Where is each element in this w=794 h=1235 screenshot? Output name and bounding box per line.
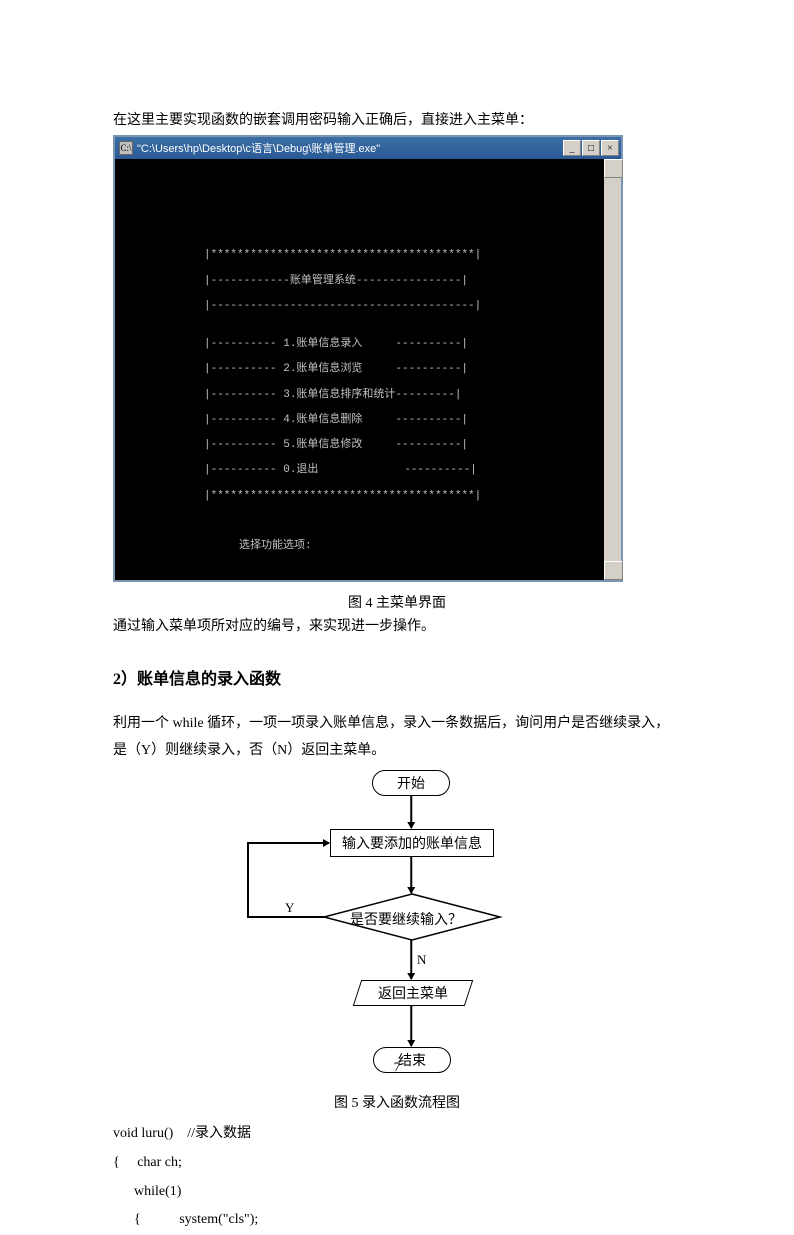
minimize-button[interactable]: _ bbox=[563, 140, 581, 156]
console-line: |***************************************… bbox=[119, 249, 617, 262]
title-bar: C:\ "C:\Users\hp\Desktop\c语言\Debug\账单管理.… bbox=[115, 137, 621, 159]
code-line: { char ch; bbox=[113, 1149, 681, 1178]
console-line: |---------- 4.账单信息删除 ----------| bbox=[119, 414, 617, 427]
page-number: 7 bbox=[394, 1059, 401, 1075]
close-button[interactable]: × bbox=[601, 140, 619, 156]
code-line: void luru() //录入数据 bbox=[113, 1120, 681, 1149]
console-window: C:\ "C:\Users\hp\Desktop\c语言\Debug\账单管理.… bbox=[113, 135, 623, 582]
label-y: Y bbox=[285, 900, 294, 916]
console-line: |---------- 0.退出 ----------| bbox=[119, 464, 617, 477]
code-line: { system("cls"); bbox=[113, 1206, 681, 1235]
console-line bbox=[119, 515, 617, 528]
after-fig4-text: 通过输入菜单项所对应的编号，来实现进一步操作。 bbox=[113, 616, 681, 637]
console-line: |---------- 2.账单信息浏览 ----------| bbox=[119, 363, 617, 376]
console-line: |---------- 5.账单信息修改 ----------| bbox=[119, 439, 617, 452]
scrollbar-vertical[interactable] bbox=[604, 159, 621, 580]
node-end: 结束 bbox=[373, 1047, 451, 1073]
console-line: |---------- 1.账单信息录入 ----------| bbox=[119, 338, 617, 351]
flowchart: 开始 输入要添加的账单信息 是否要继续输入？ Y N 返回主菜单 结束 bbox=[217, 770, 577, 1086]
intro-text: 在这里主要实现函数的嵌套调用密码输入正确后，直接进入主菜单： bbox=[113, 110, 681, 131]
console-line: |------------账单管理系统----------------| bbox=[119, 275, 617, 288]
node-decision-label: 是否要继续输入？ bbox=[350, 909, 462, 929]
console-prompt: 选择功能选项: bbox=[119, 540, 617, 553]
node-input: 输入要添加的账单信息 bbox=[330, 829, 494, 857]
console-line: |---------- 3.账单信息排序和统计---------| bbox=[119, 389, 617, 402]
edge-loop-v bbox=[247, 842, 249, 917]
figure4-caption: 图 4 主菜单界面 bbox=[113, 592, 681, 612]
node-start: 开始 bbox=[372, 770, 450, 796]
console-line bbox=[119, 174, 617, 187]
console-line: |***************************************… bbox=[119, 490, 617, 503]
section-heading: 2）账单信息的录入函数 bbox=[113, 665, 681, 689]
console-line: |---------------------------------------… bbox=[119, 300, 617, 313]
app-icon: C:\ bbox=[119, 141, 133, 155]
label-n: N bbox=[417, 952, 426, 968]
edge bbox=[410, 857, 412, 893]
code-block: void luru() //录入数据 { char ch; while(1) {… bbox=[113, 1120, 681, 1235]
edge-loop-h1 bbox=[247, 916, 324, 918]
edge-loop-h2 bbox=[247, 842, 329, 844]
paragraph-2: 利用一个 while 循环，一项一项录入账单信息，录入一条数据后，询问用户是否继… bbox=[113, 711, 681, 764]
edge bbox=[410, 1006, 412, 1046]
edge bbox=[410, 940, 412, 979]
node-return: 返回主菜单 bbox=[353, 980, 473, 1006]
console-line bbox=[119, 224, 617, 237]
figure5-caption: 图 5 录入函数流程图 bbox=[113, 1092, 681, 1112]
edge bbox=[410, 796, 412, 828]
window-controls: _ □ × bbox=[563, 140, 619, 156]
code-line: while(1) bbox=[113, 1178, 681, 1207]
maximize-button[interactable]: □ bbox=[582, 140, 600, 156]
window-title: "C:\Users\hp\Desktop\c语言\Debug\账单管理.exe" bbox=[137, 140, 380, 156]
console-body: |***************************************… bbox=[115, 159, 621, 580]
console-line bbox=[119, 199, 617, 212]
